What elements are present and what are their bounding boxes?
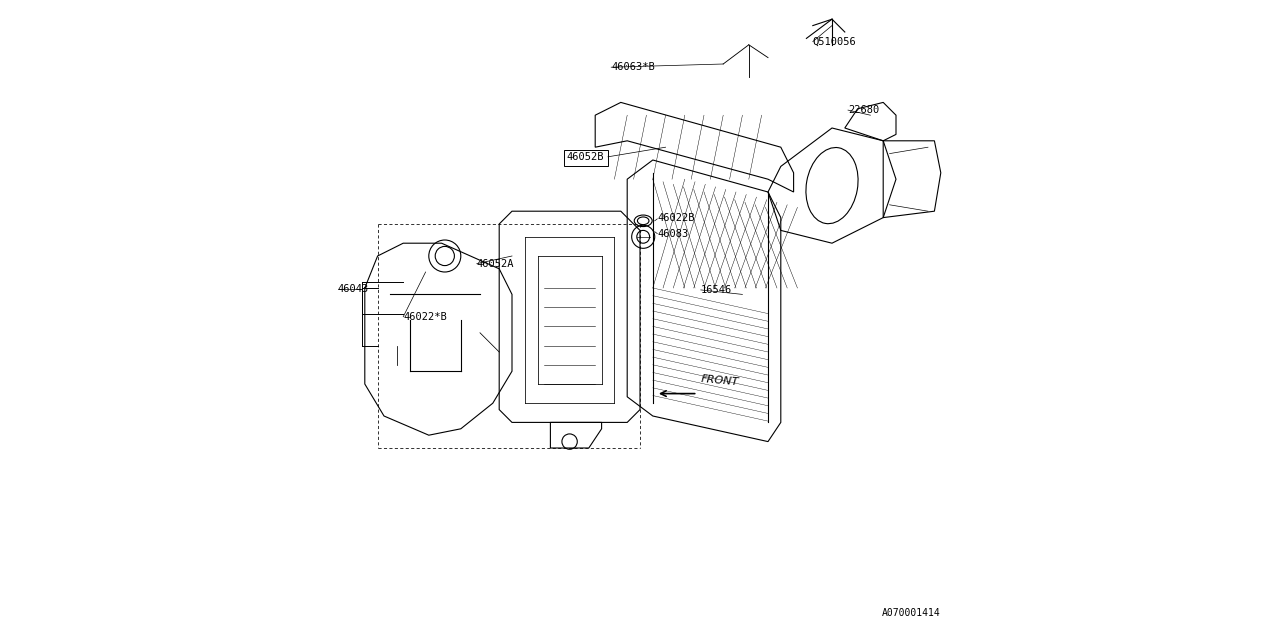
Text: 46022B: 46022B bbox=[658, 212, 695, 223]
Text: 46083: 46083 bbox=[658, 228, 689, 239]
Text: 22680: 22680 bbox=[849, 105, 879, 115]
Text: FRONT: FRONT bbox=[701, 374, 740, 387]
Text: Q510056: Q510056 bbox=[813, 36, 856, 47]
Text: 46052A: 46052A bbox=[477, 259, 515, 269]
Text: 46063*B: 46063*B bbox=[612, 62, 655, 72]
Text: A070001414: A070001414 bbox=[882, 607, 941, 618]
Text: 46052B: 46052B bbox=[566, 152, 604, 162]
Text: 46022*B: 46022*B bbox=[403, 312, 447, 322]
Text: 16546: 16546 bbox=[701, 285, 732, 295]
Text: 46043: 46043 bbox=[338, 284, 369, 294]
